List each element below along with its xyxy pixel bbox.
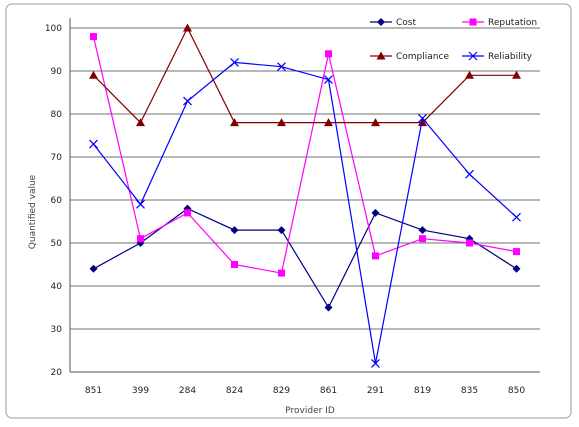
series-compliance [89, 23, 521, 127]
data-point-reputation [513, 248, 520, 256]
chart-border [5, 3, 572, 419]
data-point-reliability [230, 57, 239, 67]
data-point-compliance [183, 23, 192, 32]
y-tick-label: 100 [45, 24, 62, 34]
x-tick-label: 824 [226, 386, 243, 396]
data-point-reputation [90, 33, 97, 41]
data-point-compliance [465, 70, 474, 79]
legend-marker [469, 18, 477, 26]
y-tick-label: 90 [51, 67, 63, 77]
data-point-compliance [230, 118, 239, 127]
legend-item-compliance: Compliance [370, 51, 449, 62]
y-tick-label: 70 [51, 153, 63, 163]
data-point-reliability [324, 75, 333, 85]
data-point-reliability [418, 113, 427, 123]
legend-label: Reputation [488, 18, 537, 28]
data-point-reputation [137, 235, 144, 243]
data-point-compliance [512, 70, 521, 79]
y-tick-label: 40 [51, 282, 63, 292]
legend-item-reputation: Reputation [462, 18, 537, 28]
data-point-compliance [136, 118, 145, 127]
y-tick-label: 20 [51, 368, 63, 378]
grid-lines [70, 27, 540, 330]
x-tick-label: 399 [132, 386, 149, 396]
data-point-compliance [371, 118, 380, 127]
data-point-reliability [183, 96, 192, 106]
data-point-cost [230, 226, 239, 235]
series-line-reputation [92, 36, 517, 274]
legend-label: Compliance [396, 52, 449, 62]
legend: Cost Reputation Compliance Reliability [370, 18, 537, 62]
data-point-compliance [89, 70, 98, 79]
data-point-cost [89, 264, 98, 273]
data-point-reputation [325, 50, 332, 58]
x-axis-title: Provider ID [285, 406, 335, 416]
x-tick-label: 851 [85, 386, 102, 396]
data-point-cost [277, 226, 286, 235]
data-point-reliability [465, 169, 474, 179]
y-axis-title: Quantified value [28, 174, 38, 249]
data-point-cost [371, 208, 380, 217]
data-point-reputation [231, 261, 238, 268]
x-tick-label: 850 [508, 386, 525, 396]
data-point-compliance [277, 118, 286, 127]
data-point-cost [512, 264, 521, 273]
data-point-reliability [89, 139, 98, 149]
x-tick-label: 829 [273, 386, 290, 396]
data-point-reputation [419, 235, 426, 243]
data-point-reputation [278, 269, 285, 277]
data-point-reliability [371, 358, 380, 368]
legend-marker [468, 51, 478, 61]
data-point-reputation [466, 239, 473, 247]
data-point-cost [324, 303, 333, 312]
y-tick-label: 80 [51, 110, 63, 120]
data-point-cost [418, 226, 427, 235]
legend-label: Reliability [488, 52, 533, 62]
series-reputation [90, 33, 520, 277]
x-tick-label: 291 [367, 386, 384, 396]
y-tick-label: 30 [51, 325, 63, 335]
legend-item-cost: Cost [370, 18, 416, 28]
x-tick-label: 861 [320, 386, 337, 396]
legend-label: Cost [396, 18, 416, 28]
axes: 20 30 40 50 60 70 80 90 100 851 399 284 824 829 861 291… [45, 18, 540, 396]
legend-item-reliability: Reliability [462, 51, 533, 62]
data-point-compliance [418, 118, 427, 127]
data-point-reputation [184, 209, 191, 217]
x-tick-label: 819 [414, 386, 431, 396]
series-line-reliability [93, 61, 517, 364]
legend-marker [376, 51, 386, 60]
data-point-reputation [372, 252, 379, 260]
data-point-compliance [324, 118, 333, 127]
data-point-reliability [136, 199, 145, 209]
data-point-reliability [512, 212, 521, 222]
x-tick-label: 284 [179, 386, 196, 396]
data-point-reliability [277, 62, 286, 72]
series-reliability [89, 57, 521, 368]
y-tick-label: 60 [51, 196, 63, 206]
series-line-compliance [93, 26, 517, 124]
legend-marker [377, 18, 385, 26]
x-tick-label: 835 [461, 386, 478, 396]
series-layer [89, 23, 521, 368]
y-tick-label: 50 [51, 239, 63, 249]
